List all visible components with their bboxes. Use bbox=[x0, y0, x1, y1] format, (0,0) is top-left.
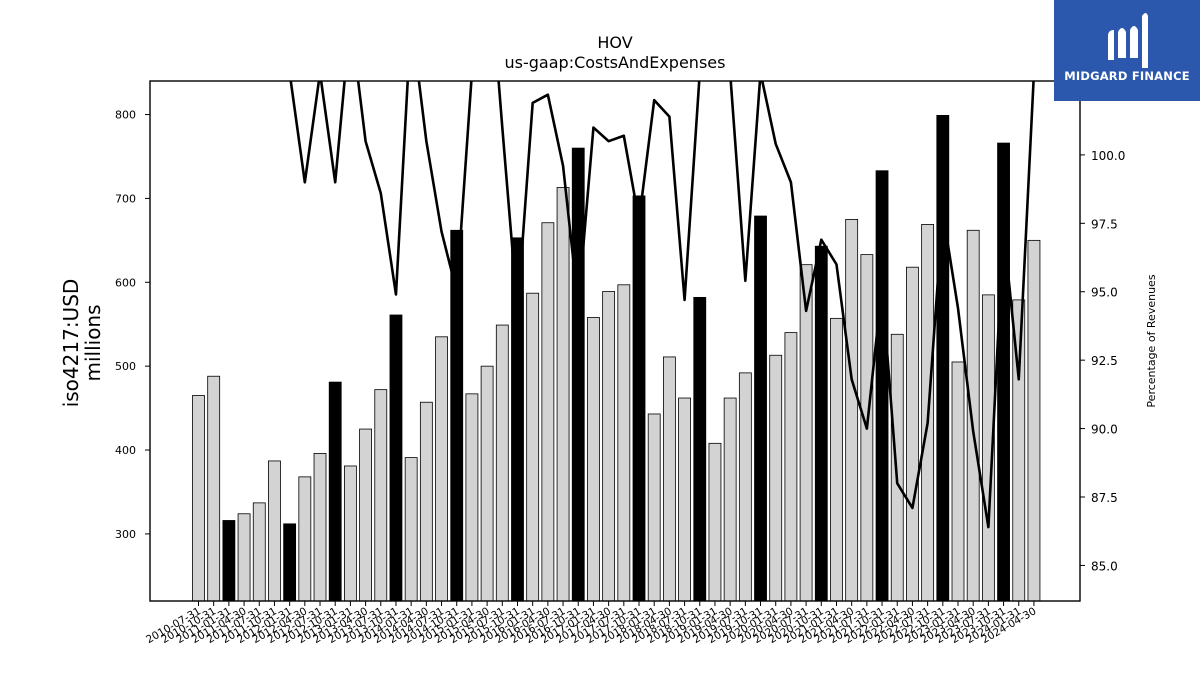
y-tick-label: 400 bbox=[115, 444, 136, 457]
bar-2023-10-31 bbox=[997, 142, 1010, 602]
bar-2015-01-31 bbox=[465, 393, 479, 602]
pct-of-revenues-line bbox=[289, 81, 1035, 529]
bar-2021-10-31 bbox=[875, 170, 889, 602]
bar-2019-10-31 bbox=[754, 215, 767, 602]
bar-2016-10-31 bbox=[571, 147, 585, 602]
y2-tick-label: 85.0 bbox=[1091, 559, 1118, 573]
bar-2013-07-31 bbox=[374, 389, 388, 602]
y-tick-label: 600 bbox=[115, 276, 136, 289]
brand-name: MIDGARD FINANCE bbox=[1064, 69, 1190, 83]
y-axis-label-line2: millions bbox=[81, 304, 105, 381]
bar-2012-04-30 bbox=[298, 476, 312, 602]
y-tick-label: 300 bbox=[115, 528, 136, 541]
bar-2021-04-30 bbox=[845, 218, 859, 602]
bar-2017-10-31 bbox=[632, 195, 646, 602]
bar-2014-07-31 bbox=[435, 336, 448, 602]
y-axis-label-line1: iso4217:USD bbox=[59, 279, 83, 408]
bar-2018-01-31 bbox=[647, 413, 661, 602]
y2-tick-label: 100.0 bbox=[1091, 149, 1125, 163]
brand-logo: MIDGARD FINANCE bbox=[1054, 0, 1200, 101]
y2-tick-label: 92.5 bbox=[1091, 354, 1118, 368]
bar-2019-04-30 bbox=[723, 397, 737, 602]
bar-2019-07-31 bbox=[738, 372, 752, 602]
bars bbox=[192, 114, 1041, 602]
y2-axis-label: Percentage of Revenues bbox=[1145, 274, 1158, 407]
bar-2012-10-31 bbox=[328, 381, 342, 602]
bar-2015-10-31 bbox=[511, 237, 524, 602]
bar-2010-10-31 bbox=[207, 375, 221, 602]
bar-2017-01-31 bbox=[587, 317, 600, 602]
x-axis-ticks: 2010-07-312010-10-312011-01-312011-04-30… bbox=[144, 601, 1038, 646]
bar-2011-01-31 bbox=[222, 520, 236, 602]
chart-title: HOV bbox=[597, 33, 632, 52]
bar-2024-04-30 bbox=[1027, 239, 1041, 602]
y-tick-label: 800 bbox=[115, 109, 136, 122]
bar-2020-01-31 bbox=[769, 354, 783, 602]
bar-2017-04-30 bbox=[602, 291, 616, 602]
bar-2016-04-30 bbox=[541, 222, 555, 602]
y-axis-ticks: 300 400 500 600 700 800 bbox=[115, 109, 150, 541]
bar-2020-10-31 bbox=[814, 245, 828, 602]
bar-2023-01-31 bbox=[951, 361, 965, 602]
y2-tick-label: 87.5 bbox=[1091, 491, 1118, 505]
y2-tick-label: 95.0 bbox=[1091, 286, 1118, 300]
bar-2019-01-31 bbox=[708, 442, 722, 602]
chart-subtitle: us-gaap:CostsAndExpenses bbox=[505, 53, 726, 72]
bar-2012-01-31 bbox=[283, 523, 297, 602]
bar-2015-04-30 bbox=[480, 365, 494, 602]
y-tick-label: 500 bbox=[115, 360, 136, 373]
bar-2018-10-31 bbox=[693, 296, 707, 602]
bar-2013-04-30 bbox=[359, 428, 372, 602]
bar-2016-01-31 bbox=[526, 292, 540, 602]
bar-2013-01-31 bbox=[343, 465, 357, 602]
bar-2020-04-30 bbox=[784, 332, 798, 602]
y2-tick-label: 97.5 bbox=[1091, 217, 1118, 231]
bar-2011-07-31 bbox=[252, 502, 266, 602]
bar-2011-10-31 bbox=[268, 460, 281, 602]
bar-2021-01-31 bbox=[830, 317, 843, 602]
brand-mark-icon bbox=[1108, 13, 1148, 68]
y-axis-label: iso4217:USD millions bbox=[59, 279, 105, 408]
bar-2023-04-30 bbox=[966, 229, 980, 602]
bar-2022-10-31 bbox=[936, 114, 950, 602]
bar-2015-07-31 bbox=[495, 324, 509, 602]
y2-tick-label: 90.0 bbox=[1091, 423, 1118, 437]
bar-2010-07-31 bbox=[192, 395, 205, 602]
bar-2020-07-31 bbox=[799, 264, 813, 602]
bar-2014-01-31 bbox=[404, 457, 418, 602]
line-series bbox=[289, 81, 1035, 529]
bar-2012-07-31 bbox=[313, 452, 327, 602]
bar-2018-04-30 bbox=[662, 356, 676, 602]
y2-axis-ticks: 85.0 87.5 90.0 92.5 95.0 97.5 100.0 bbox=[1080, 149, 1125, 573]
bar-2017-07-31 bbox=[617, 284, 631, 602]
plot-frame bbox=[149, 80, 1081, 602]
bar-2014-04-30 bbox=[419, 401, 433, 602]
y-tick-label: 700 bbox=[115, 192, 136, 205]
bar-2013-10-31 bbox=[389, 314, 403, 602]
bar-2018-07-31 bbox=[678, 397, 691, 602]
bar-2022-04-30 bbox=[906, 266, 919, 602]
bar-2011-04-30 bbox=[237, 513, 251, 602]
bar-2016-07-31 bbox=[556, 187, 570, 602]
